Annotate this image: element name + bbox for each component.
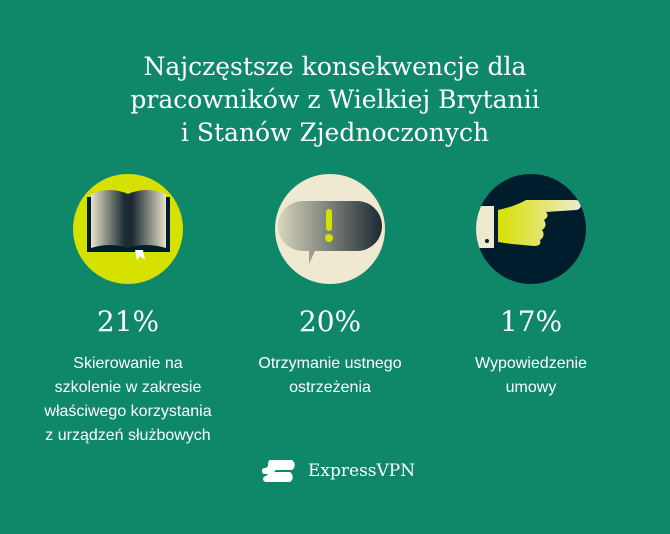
- brand-name: ExpressVPN: [308, 461, 416, 481]
- stat-training: 21% Skierowanie na szkolenie w zakresie …: [18, 174, 238, 448]
- pointing-hand-icon: [476, 174, 586, 284]
- stat-termination: 17% Wypowiedzenie umowy: [421, 174, 641, 400]
- stat-description: Skierowanie na szkolenie w zakresie właś…: [44, 355, 212, 444]
- stat-description: Wypowiedzenie umowy: [475, 355, 587, 396]
- stat-value: 21%: [96, 305, 160, 338]
- brand-logo: ExpressVPN: [262, 458, 415, 484]
- stat-value: 20%: [298, 305, 362, 338]
- stat-value: 17%: [499, 305, 563, 338]
- warning-speech-bubble-icon: [275, 174, 385, 284]
- stat-description: Otrzymanie ustnego ostrzeżenia: [258, 355, 402, 396]
- page-title: Najczęstsze konsekwencje dla pracowników…: [130, 52, 540, 147]
- stat-warning: 20% Otrzymanie ustnego ostrzeżenia: [220, 174, 440, 400]
- book-icon: [73, 174, 183, 284]
- expressvpn-logo-icon: [262, 460, 295, 482]
